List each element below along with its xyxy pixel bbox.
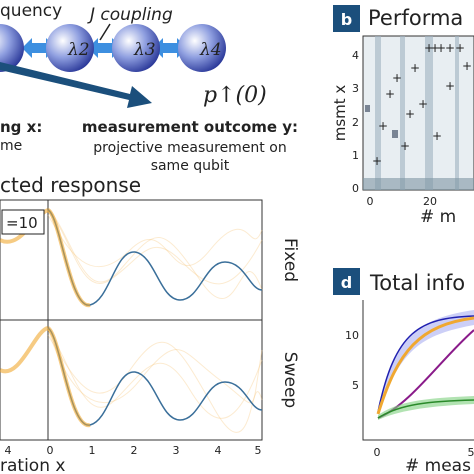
y-axis-label: msmt x — [331, 85, 349, 142]
x-tick-label: 1 — [89, 444, 96, 457]
outcome-title: measurement outcome y: — [82, 118, 298, 136]
svg-text:+: + — [372, 154, 382, 168]
svg-text:+: + — [400, 139, 410, 153]
x-tick-label: 2 — [131, 444, 138, 457]
svg-text:+: + — [392, 71, 402, 85]
svg-text:+: + — [418, 97, 428, 111]
x-tick-label: 5 — [468, 446, 474, 459]
coupling-pointer — [99, 23, 111, 41]
x-tick-label: 4 — [5, 444, 12, 457]
band — [378, 396, 474, 420]
badge-box — [333, 5, 360, 32]
y-tick-label: 4 — [352, 49, 359, 62]
y-tick-label: 5 — [352, 379, 359, 392]
y-tick-label: 2 — [352, 116, 359, 129]
setting-title: ng x: — [0, 118, 42, 136]
x-tick-label: 0 — [47, 444, 54, 457]
fit-band — [0, 326, 49, 374]
curve — [376, 316, 474, 415]
measurement-points: ++++ ++++ ++++ + +++ — [372, 41, 472, 168]
x-tick-label: 5 — [255, 444, 262, 457]
measurement-arrow — [0, 62, 152, 108]
panel-c: cted response =10 Fixed Sweep 4 0 1 2 3 … — [0, 173, 300, 474]
qubit — [0, 24, 24, 72]
y-tick-label: 3 — [352, 82, 359, 95]
svg-text:+: + — [445, 79, 455, 93]
x-axis-label: # meas — [405, 456, 471, 474]
svg-text:+: + — [424, 41, 434, 55]
row-label: Fixed — [280, 238, 300, 282]
x-tick-label: 4 — [215, 444, 222, 457]
badge-box — [1, 209, 45, 235]
svg-text:+: + — [445, 41, 455, 55]
svg-text:+: + — [430, 41, 440, 55]
svg-text:+: + — [436, 41, 446, 55]
qubit — [46, 24, 94, 72]
panel-title: Performa — [368, 6, 463, 30]
svg-text:+: + — [385, 87, 395, 101]
y-tick-label: 0 — [352, 182, 359, 195]
panel-d: d Total info 5 10 0 5 # meas — [333, 268, 474, 474]
heatmap-cells — [363, 36, 474, 190]
panel-title: Total info — [369, 271, 465, 295]
y-tick-label: 10 — [345, 329, 359, 342]
qubit — [112, 24, 160, 72]
x-tick-label: 20 — [423, 195, 437, 208]
qubit — [178, 24, 226, 72]
coupling-label: J coupling — [87, 5, 173, 25]
row-label: Sweep — [280, 352, 300, 408]
badge: d — [341, 273, 352, 292]
axes — [362, 300, 474, 441]
x-axis-label: # m — [420, 207, 456, 227]
svg-text:+: + — [432, 129, 442, 143]
node-label: λ3 — [133, 40, 156, 60]
svg-text:+: + — [410, 61, 420, 75]
curve — [377, 315, 474, 413]
svg-text:+: + — [455, 41, 465, 55]
x-tick-label: 3 — [173, 444, 180, 457]
initial-state: p↑(0) — [203, 83, 267, 108]
panel-a: quency J coupling λ2 λ3 λ4 p↑(0) ng x: m… — [0, 1, 298, 174]
curve — [377, 399, 474, 419]
outcome-text: projective measurement on — [93, 140, 286, 156]
node-label: λ2 — [67, 40, 90, 60]
x-tick-label: 0 — [374, 446, 381, 459]
panel-b: b Performa ++++ ++++ ++++ + +++ msmt x 0 … — [331, 5, 474, 227]
badge: b — [341, 10, 352, 29]
fit-band — [46, 326, 91, 427]
svg-text:+: + — [378, 119, 388, 133]
node-label: λ4 — [199, 40, 222, 60]
svg-text:+: + — [462, 59, 472, 73]
badge: =10 — [6, 214, 38, 232]
fit-band — [46, 208, 91, 307]
badge-box — [333, 268, 360, 295]
setting-text: me — [0, 138, 22, 154]
panel-title: cted response — [0, 173, 141, 197]
x-tick-label: 0 — [367, 195, 374, 208]
x-axis-label: ration x — [0, 456, 65, 474]
svg-text:+: + — [405, 107, 415, 121]
outcome-text: same qubit — [151, 158, 230, 174]
frequency-label: quency — [0, 1, 62, 21]
y-tick-label: 1 — [352, 149, 359, 162]
